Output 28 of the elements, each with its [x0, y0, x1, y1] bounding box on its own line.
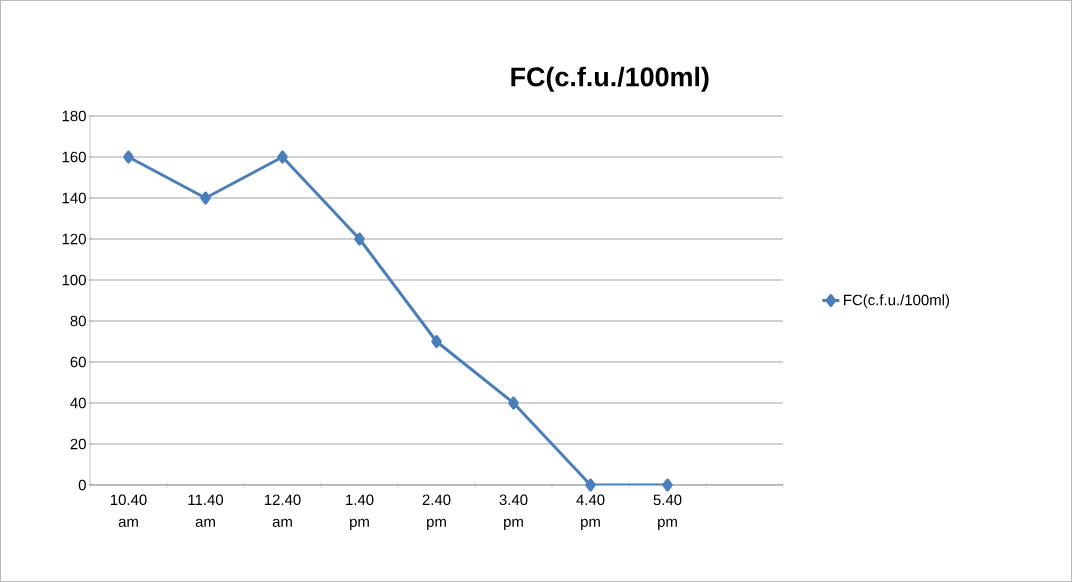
x-tick-label: 1.40 pm	[346, 494, 374, 530]
point	[431, 334, 442, 348]
legend-label: FC(c.f.u./100ml)	[844, 294, 950, 309]
y-tick-label: 20	[70, 438, 86, 450]
y-tick-label: 60	[70, 356, 86, 368]
point	[200, 191, 211, 205]
point	[662, 478, 673, 492]
y-tick-label: 140	[62, 192, 86, 204]
x-tick-label: 2.40 pm	[422, 494, 451, 530]
y-tick-label: 180	[62, 110, 86, 122]
x-tick-label: 4.40 pm	[576, 494, 605, 530]
point	[585, 478, 596, 492]
y-tick-label: 80	[70, 315, 86, 327]
x-tick-label: 12.40 am	[264, 494, 301, 527]
y-tick-label: 0	[78, 479, 86, 491]
x-tick-label: 11.40 am	[188, 494, 224, 527]
x-tick-label: 3.40 pm	[499, 494, 528, 530]
x-tick-label: 5.40 pm	[653, 494, 682, 530]
y-tick-label: 40	[70, 397, 86, 409]
chart-title: FC(c.f.u./100ml)	[511, 66, 709, 92]
y-tick-label: 120	[62, 233, 86, 245]
point	[277, 150, 288, 164]
point	[354, 232, 365, 246]
x-tick-label: 10.40 am	[110, 494, 147, 527]
point	[123, 150, 134, 164]
y-tick-label: 160	[62, 151, 86, 163]
y-tick-label: 100	[62, 274, 86, 286]
point	[508, 396, 519, 410]
